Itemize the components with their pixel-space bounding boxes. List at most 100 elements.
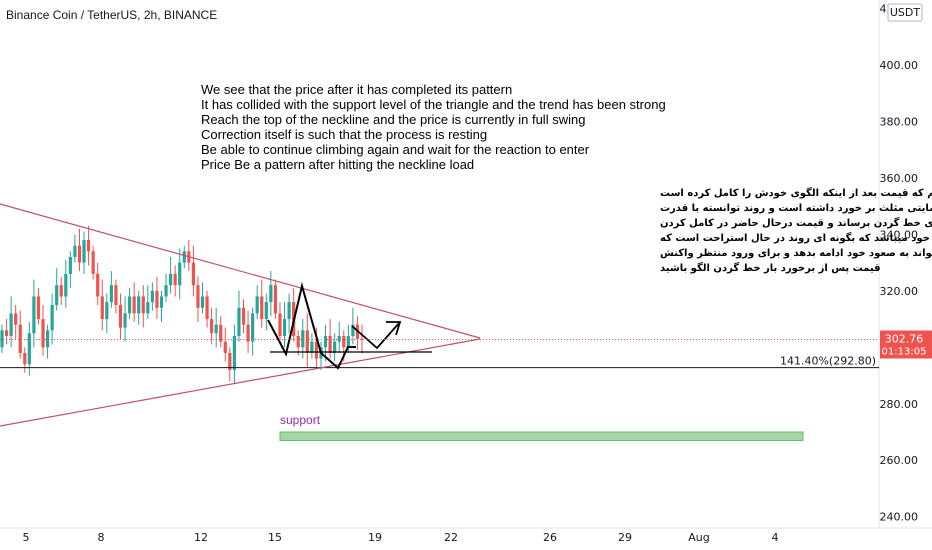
- y-tick-label: 360.00: [880, 172, 919, 185]
- candle-body: [191, 262, 195, 286]
- candle-body: [155, 290, 159, 308]
- candle-body: [232, 336, 237, 370]
- candle-body: [310, 341, 314, 353]
- candle-body: [127, 296, 132, 314]
- candle-body: [9, 313, 13, 336]
- y-tick-label: 320.00: [880, 285, 919, 298]
- y-tick-label: 380.00: [880, 115, 919, 128]
- candle-body: [214, 324, 218, 334]
- annotation-fa-line: دوباره بتواند به صعود خود ادامه بدهد و ب…: [660, 248, 932, 259]
- annotation-fa-line: میبینیم که قیمت بعد از اینکه الگوی خودش …: [660, 186, 932, 199]
- candle-body: [278, 313, 282, 336]
- candle-body: [123, 313, 127, 328]
- candle-body: [82, 240, 86, 263]
- candle-body: [18, 324, 22, 353]
- y-axis-ticks: 420.00400.00380.00360.00340.00320.00300.…: [880, 2, 919, 523]
- triangle-lower-line[interactable]: [0, 338, 481, 427]
- currency-badge-label: USDT: [890, 6, 921, 19]
- candle-body: [200, 296, 205, 308]
- x-tick-label: 19: [368, 531, 382, 544]
- annotation-en-line: It has collided with the support level o…: [201, 97, 666, 112]
- candle-body: [96, 273, 100, 297]
- annotation-en-line: Price Be a pattern after hitting the nec…: [201, 157, 474, 172]
- y-tick-label: 280.00: [880, 398, 919, 411]
- x-tick-label: 5: [23, 531, 30, 544]
- candle-body: [73, 245, 77, 257]
- annotation-english[interactable]: We see that the price after it has compl…: [201, 82, 666, 172]
- candle-body: [328, 336, 332, 353]
- candle-body: [260, 296, 264, 320]
- y-tick-label: 260.00: [880, 454, 919, 467]
- candle-body: [169, 273, 173, 286]
- annotation-fa-line: به بالای خط گردن برساند و قیمت درحال حاض…: [660, 216, 932, 229]
- candle-body: [68, 256, 72, 274]
- chart-title: Binance Coin / TetherUS, 2h, BINANCE: [6, 8, 217, 22]
- candle-body: [237, 307, 241, 336]
- last-price-badge: [880, 330, 932, 359]
- triangle-upper-line[interactable]: [0, 203, 481, 339]
- candle-body: [137, 296, 141, 314]
- candle-body: [323, 336, 328, 348]
- y-tick-label: 240.00: [880, 511, 919, 524]
- x-tick-label: 22: [444, 531, 458, 544]
- candle-body: [282, 319, 287, 336]
- candle-body: [141, 296, 145, 314]
- x-axis-ticks: 5 8 12 15 19 22 26 29 Aug 4: [23, 531, 779, 544]
- candle-body: [109, 285, 113, 303]
- candle-body: [173, 273, 177, 286]
- currency-badge[interactable]: [887, 3, 923, 22]
- candle-body: [36, 296, 41, 320]
- x-tick-label: 26: [543, 531, 557, 544]
- candle-body: [314, 341, 319, 359]
- x-tick-label: Aug: [688, 531, 709, 544]
- candle-body: [77, 245, 82, 263]
- candle-body: [351, 324, 355, 336]
- x-tick-label: 29: [618, 531, 632, 544]
- candle-body: [23, 352, 27, 365]
- y-tick-label: 400.00: [880, 59, 919, 72]
- annotation-en-line: Correction itself is such that the proce…: [201, 127, 487, 142]
- candle-body: [4, 330, 9, 336]
- projection-path[interactable]: [351, 321, 401, 350]
- candle-body: [27, 333, 31, 365]
- candle-body: [296, 336, 300, 348]
- candle-body: [159, 296, 164, 308]
- candle-body: [273, 285, 278, 314]
- annotation-fa-line: اصلاح خود میباشد که بگونه ای روند در حال…: [660, 231, 932, 244]
- candle-body: [241, 307, 246, 325]
- candle-body: [228, 352, 232, 370]
- candle-body: [41, 319, 45, 348]
- candle-body: [342, 336, 346, 348]
- support-zone[interactable]: [279, 431, 804, 441]
- projection-arrow-icon: [386, 321, 402, 336]
- candle-body: [337, 336, 341, 342]
- annotation-fa-line: با سطح حمایتی مثلث بر خورد داشته است و ر…: [660, 203, 932, 214]
- annotation-persian[interactable]: میبینیم که قیمت بعد از اینکه الگوی خودش …: [660, 186, 932, 274]
- candle-body: [118, 304, 123, 328]
- annotation-en-line: We see that the price after it has compl…: [201, 82, 512, 97]
- candle-body: [223, 341, 227, 353]
- candle-body: [182, 251, 186, 263]
- candle-body: [301, 330, 305, 348]
- candle-body: [0, 330, 4, 348]
- candle-body: [114, 285, 118, 305]
- candle-body: [59, 285, 63, 297]
- candle-body: [132, 296, 136, 314]
- candle-body: [50, 304, 54, 331]
- pattern-path[interactable]: [267, 282, 356, 370]
- candle-body: [287, 302, 291, 320]
- candle-body: [264, 302, 268, 320]
- candle-body: [210, 319, 214, 334]
- candle-body: [45, 330, 50, 348]
- x-tick-label: 15: [268, 531, 282, 544]
- annotation-fa-line: قیمت پس از برخورد بار خط گردن الگو باشید: [660, 261, 881, 274]
- candle-body: [305, 330, 309, 353]
- candle-body: [346, 336, 350, 348]
- last-price-timer: 01:13:05: [882, 347, 927, 358]
- annotation-en-line: Reach the top of the neckline and the pr…: [201, 112, 585, 127]
- candle-body: [178, 262, 182, 286]
- candle-body: [91, 251, 95, 274]
- candle-body: [205, 296, 209, 320]
- x-tick-label: 8: [98, 531, 105, 544]
